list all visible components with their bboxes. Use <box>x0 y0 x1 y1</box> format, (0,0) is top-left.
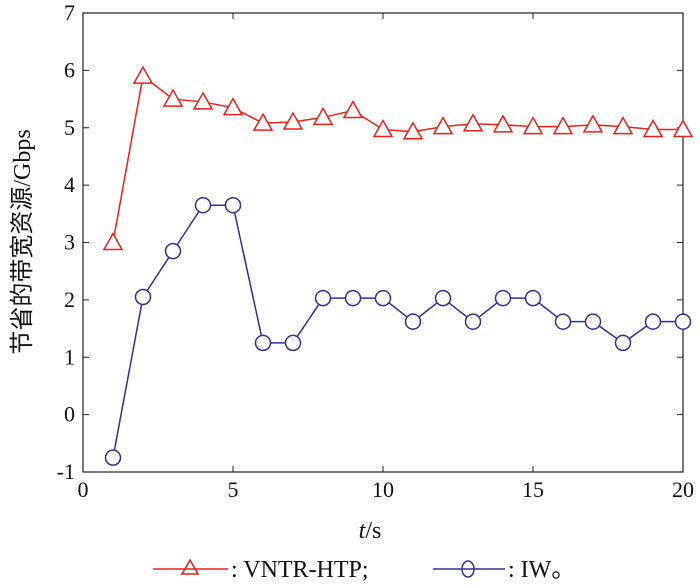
data-point-circle <box>494 289 512 307</box>
data-point-triangle <box>462 113 484 132</box>
x-axis-label-unit: /s <box>365 518 381 544</box>
data-point-circle <box>314 289 332 307</box>
data-point-triangle <box>222 97 244 116</box>
data-point-circle <box>614 334 632 352</box>
y-tick-label: 4 <box>64 172 75 197</box>
legend-label-iw: : IW。 <box>508 557 575 582</box>
data-point-circle <box>434 289 452 307</box>
data-point-triangle <box>402 121 424 140</box>
y-tick-label: -1 <box>57 459 75 484</box>
data-point-circle <box>344 289 362 307</box>
plot-frame <box>82 12 684 473</box>
data-point-circle <box>194 196 212 214</box>
legend: : VNTR-HTP; : IW。 <box>153 557 575 583</box>
data-point-circle <box>164 242 182 260</box>
data-point-circle <box>524 289 542 307</box>
x-tick-label: 0 <box>78 477 89 502</box>
data-point-circle <box>134 288 152 306</box>
data-point-triangle <box>192 91 214 110</box>
data-point-triangle <box>582 114 604 133</box>
data-point-circle <box>674 313 692 330</box>
data-point-triangle <box>522 116 544 135</box>
data-point-circle <box>464 313 482 330</box>
data-point-triangle <box>432 116 454 135</box>
y-tick-label: 5 <box>64 115 75 140</box>
series-line-iw <box>112 204 683 458</box>
x-tick-label: 5 <box>228 477 239 502</box>
data-point-triangle <box>102 231 124 251</box>
data-point-triangle <box>642 118 664 138</box>
x-tick-label: 20 <box>672 477 694 502</box>
legend-circle-marker <box>461 560 475 578</box>
legend-triangle-marker <box>180 558 200 575</box>
data-point-triangle <box>552 116 574 135</box>
data-point-triangle <box>612 116 634 135</box>
data-point-triangle <box>132 65 154 84</box>
data-point-triangle <box>252 112 274 131</box>
series-group <box>102 65 694 466</box>
data-point-circle <box>224 196 242 214</box>
data-point-triangle <box>672 118 694 138</box>
data-point-triangle <box>282 111 304 130</box>
data-point-circle <box>104 449 122 466</box>
data-point-triangle <box>492 114 514 133</box>
data-point-circle <box>284 334 302 352</box>
data-point-triangle <box>372 118 394 138</box>
data-point-circle <box>554 313 572 330</box>
y-tick-label: 7 <box>64 0 75 25</box>
data-point-triangle <box>342 100 364 119</box>
x-axis-label-var: t <box>359 518 367 544</box>
data-point-triangle <box>162 88 184 107</box>
y-tick-label: 6 <box>64 57 75 82</box>
data-point-circle <box>254 334 272 352</box>
y-axis-label: 节省的带宽资源/Gbps <box>9 129 36 354</box>
x-axis-label: t/s <box>359 518 382 544</box>
data-point-circle <box>404 313 422 330</box>
y-tick-label: 0 <box>64 402 75 427</box>
data-point-circle <box>584 313 602 330</box>
y-tick-label: 1 <box>64 344 75 369</box>
x-tick-label: 15 <box>522 477 544 502</box>
y-tick-label: 3 <box>64 230 75 255</box>
x-tick-label: 10 <box>372 477 394 502</box>
legend-label-vntr: : VNTR-HTP; <box>231 557 369 582</box>
data-point-circle <box>374 289 392 307</box>
data-point-circle <box>644 313 662 330</box>
y-tick-label: 2 <box>64 287 75 312</box>
data-point-triangle <box>312 106 334 126</box>
